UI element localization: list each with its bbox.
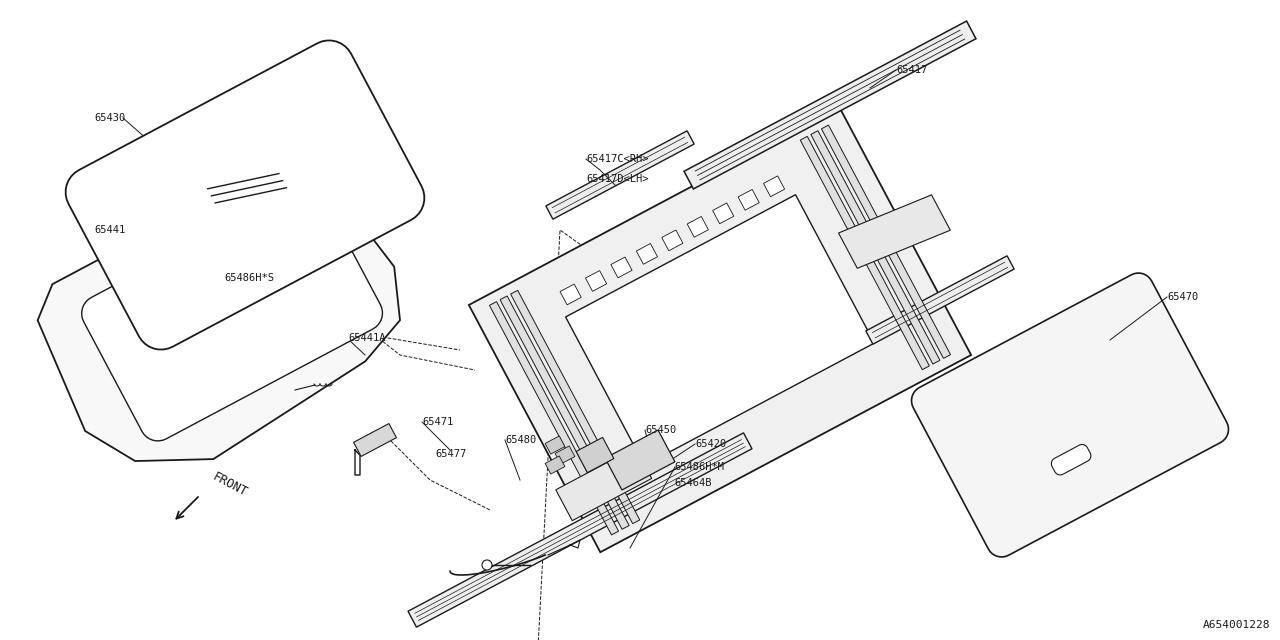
Polygon shape <box>82 186 383 441</box>
Text: 65441A: 65441A <box>348 333 385 343</box>
Polygon shape <box>500 296 630 529</box>
Polygon shape <box>556 447 652 521</box>
Polygon shape <box>800 136 929 370</box>
Polygon shape <box>545 436 564 454</box>
Text: 65450: 65450 <box>645 425 676 435</box>
Polygon shape <box>636 244 658 264</box>
Polygon shape <box>585 271 607 291</box>
Text: 65477: 65477 <box>435 449 466 460</box>
Polygon shape <box>353 424 397 456</box>
Polygon shape <box>545 456 564 474</box>
Polygon shape <box>684 21 975 189</box>
Polygon shape <box>561 284 581 305</box>
Polygon shape <box>611 257 632 278</box>
Polygon shape <box>545 131 694 219</box>
Polygon shape <box>408 433 751 627</box>
Polygon shape <box>37 170 399 461</box>
Text: 65480: 65480 <box>506 435 536 445</box>
Polygon shape <box>739 189 759 210</box>
Polygon shape <box>556 446 575 464</box>
Text: 65470: 65470 <box>1167 292 1198 302</box>
Polygon shape <box>65 40 424 349</box>
Polygon shape <box>468 108 972 552</box>
Text: 65486H*S: 65486H*S <box>224 273 274 284</box>
Polygon shape <box>511 291 640 524</box>
Polygon shape <box>687 216 708 237</box>
Text: 65417: 65417 <box>896 65 927 76</box>
Text: 65430: 65430 <box>95 113 125 124</box>
Text: 65420: 65420 <box>695 438 726 449</box>
Text: 65417D<LH>: 65417D<LH> <box>586 174 649 184</box>
Polygon shape <box>605 430 675 490</box>
Polygon shape <box>838 195 950 268</box>
Text: 65486H*M: 65486H*M <box>675 462 724 472</box>
Text: 65417C<RH>: 65417C<RH> <box>586 154 649 164</box>
Polygon shape <box>566 195 874 465</box>
Polygon shape <box>865 256 1014 344</box>
Text: A654001228: A654001228 <box>1202 620 1270 630</box>
Polygon shape <box>576 437 614 472</box>
Polygon shape <box>489 301 618 535</box>
Polygon shape <box>1051 445 1091 475</box>
Polygon shape <box>810 131 940 364</box>
Polygon shape <box>662 230 684 251</box>
Text: 65471: 65471 <box>422 417 453 428</box>
Polygon shape <box>822 125 951 358</box>
Text: 65441: 65441 <box>95 225 125 236</box>
Polygon shape <box>763 176 785 196</box>
Text: FRONT: FRONT <box>210 470 250 500</box>
Circle shape <box>483 560 492 570</box>
Text: 65464B: 65464B <box>675 478 712 488</box>
Polygon shape <box>713 203 733 224</box>
Polygon shape <box>911 273 1229 557</box>
